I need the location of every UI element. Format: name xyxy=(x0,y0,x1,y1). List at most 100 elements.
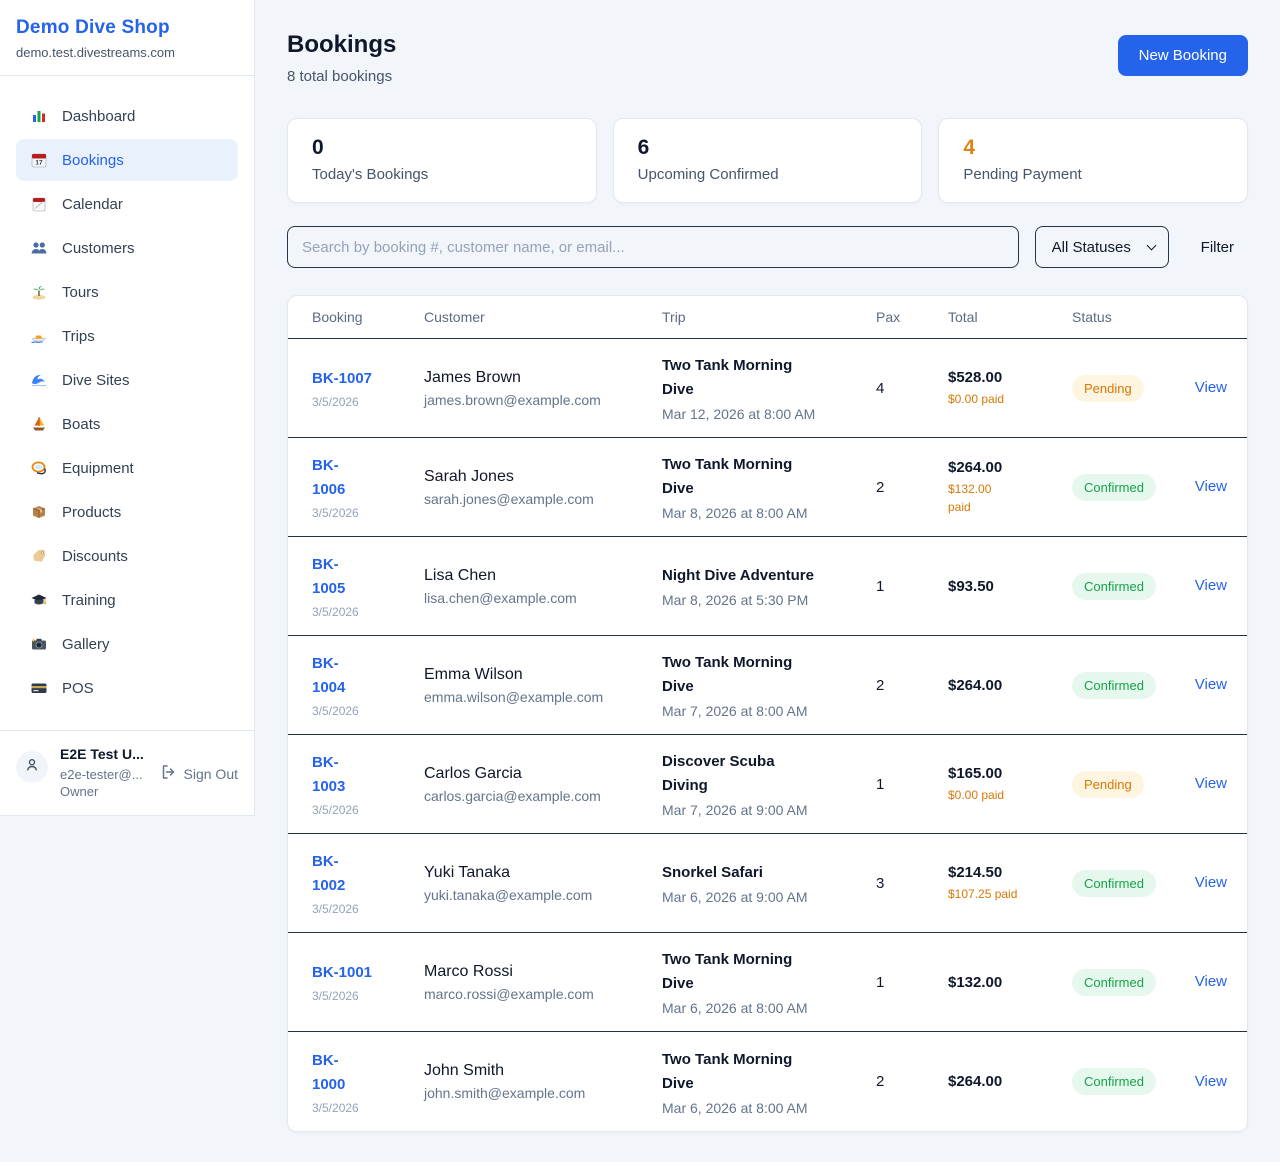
sidebar-item-calendar[interactable]: Calendar xyxy=(16,183,238,225)
trip-name: Snorkel Safari xyxy=(662,864,763,881)
sidebar-item-trips[interactable]: Trips xyxy=(16,315,238,357)
sidebar-item-products[interactable]: Products xyxy=(16,491,238,533)
col-header-trip: Trip xyxy=(662,309,686,325)
sidebar-item-boats[interactable]: Boats xyxy=(16,403,238,445)
trip-datetime: Mar 6, 2026 at 8:00 AM xyxy=(662,1000,808,1016)
table-row: BK- 1002 3/5/2026 Yuki Tanaka yuki.tanak… xyxy=(288,834,1247,933)
stats-row: 0 Today's Bookings 6 Upcoming Confirmed … xyxy=(287,118,1249,203)
sidebar-item-equipment[interactable]: Equipment xyxy=(16,447,238,489)
sidebar-item-label: Equipment xyxy=(62,459,134,477)
view-link[interactable]: View xyxy=(1194,874,1227,891)
view-link[interactable]: View xyxy=(1194,379,1227,396)
total-amount: $264.00 xyxy=(948,676,1003,694)
stat-label: Pending Payment xyxy=(963,166,1082,183)
booking-id-link[interactable]: BK- 1003 xyxy=(312,754,346,795)
booking-id-link[interactable]: BK- 1004 xyxy=(312,655,346,696)
table-header-row: Booking Customer Trip Pax Total Status xyxy=(288,296,1247,339)
booking-id-link[interactable]: BK-1007 xyxy=(312,370,373,387)
tag-icon xyxy=(29,547,49,565)
calendar-date-icon: 17 xyxy=(29,151,49,169)
sidebar-item-gallery[interactable]: Gallery xyxy=(16,623,238,665)
person-icon xyxy=(24,757,40,778)
booking-id-link[interactable]: BK-1001 xyxy=(312,964,373,981)
sidebar-item-dive-sites[interactable]: Dive Sites xyxy=(16,359,238,401)
wave-icon xyxy=(29,371,49,389)
sidebar-item-tours[interactable]: Tours xyxy=(16,271,238,313)
app-root: Demo Dive Shop demo.test.divestreams.com… xyxy=(0,0,1249,1132)
trip-datetime: Mar 7, 2026 at 8:00 AM xyxy=(662,703,808,719)
sign-out-icon xyxy=(160,764,177,783)
view-link[interactable]: View xyxy=(1194,1072,1227,1090)
paid-amount: $107.25 paid xyxy=(948,886,1018,901)
status-filter-select[interactable]: All Statuses xyxy=(1034,226,1169,268)
paid-amount: $0.00 paid xyxy=(948,391,1005,406)
stat-label: Today's Bookings xyxy=(312,166,429,183)
sidebar-item-label: Training xyxy=(62,591,116,609)
total-amount: $165.00 xyxy=(948,764,1003,782)
sidebar-item-pos[interactable]: POS xyxy=(16,667,238,709)
trip-datetime: Mar 6, 2026 at 9:00 AM xyxy=(662,889,808,905)
table-row: BK- 1000 3/5/2026 John Smith john.smith@… xyxy=(288,1032,1247,1131)
search-input[interactable] xyxy=(287,226,1019,268)
trip-datetime: Mar 6, 2026 at 8:00 AM xyxy=(662,1099,808,1116)
user-avatar xyxy=(16,751,48,783)
sign-out-button[interactable]: Sign Out xyxy=(160,764,238,783)
trip-name: Two Tank Morning Dive xyxy=(662,456,793,497)
credit-card-icon xyxy=(29,679,49,697)
stat-card: 6 Upcoming Confirmed xyxy=(612,118,923,203)
view-link[interactable]: View xyxy=(1194,478,1227,495)
total-amount: $132.00 xyxy=(948,973,1003,991)
booking-id-link[interactable]: BK- 1000 xyxy=(312,1051,346,1093)
sidebar-item-label: Trips xyxy=(62,327,95,345)
tear-off-calendar-icon xyxy=(29,195,49,213)
trip-name: Two Tank Morning Dive xyxy=(662,951,793,992)
pax-count: 2 xyxy=(876,676,885,694)
booking-id-link[interactable]: BK- 1005 xyxy=(312,556,346,597)
pax-count: 1 xyxy=(876,973,885,991)
booking-id-link[interactable]: BK- 1006 xyxy=(312,457,346,498)
sidebar-item-dashboard[interactable]: Dashboard xyxy=(16,95,238,137)
customer-email: james.brown@example.com xyxy=(424,391,601,408)
stat-value: 4 xyxy=(963,136,976,159)
sidebar-item-customers[interactable]: Customers xyxy=(16,227,238,269)
status-badge: Confirmed xyxy=(1072,473,1156,501)
pax-count: 1 xyxy=(876,775,885,793)
sidebar-item-label: Boats xyxy=(62,415,101,433)
brand: Demo Dive Shop demo.test.divestreams.com xyxy=(0,0,254,75)
filter-label: Filter xyxy=(1200,238,1234,256)
dive-mask-icon xyxy=(29,459,49,477)
user-name: E2E Test U... xyxy=(60,746,144,762)
sidebar-item-label: Customers xyxy=(62,239,135,257)
view-link[interactable]: View xyxy=(1194,577,1227,594)
shop-name: Demo Dive Shop xyxy=(16,17,170,38)
col-header-pax: Pax xyxy=(876,309,901,325)
sidebar-item-discounts[interactable]: Discounts xyxy=(16,535,238,577)
status-badge: Confirmed xyxy=(1072,671,1156,699)
sidebar-item-training[interactable]: Training xyxy=(16,579,238,621)
page-header: Bookings 8 total bookings New Booking xyxy=(287,31,1248,85)
total-amount: $528.00 xyxy=(948,368,1003,386)
view-link[interactable]: View xyxy=(1194,676,1227,693)
booking-id-link[interactable]: BK- 1002 xyxy=(312,853,346,894)
customer-email: marco.rossi@example.com xyxy=(424,985,594,1002)
customer-name: John Smith xyxy=(424,1062,505,1079)
pax-count: 1 xyxy=(876,577,885,595)
sidebar-item-bookings[interactable]: 17 Bookings xyxy=(16,139,238,181)
booking-date: 3/5/2026 xyxy=(312,704,359,718)
status-badge: Pending xyxy=(1072,374,1144,402)
new-booking-button[interactable]: New Booking xyxy=(1117,35,1248,76)
trip-datetime: Mar 8, 2026 at 5:30 PM xyxy=(662,592,809,608)
trip-name: Night Dive Adventure xyxy=(662,567,814,584)
shop-domain: demo.test.divestreams.com xyxy=(16,45,175,60)
table-row: BK- 1006 3/5/2026 Sarah Jones sarah.jone… xyxy=(288,438,1247,537)
speedboat-icon xyxy=(29,327,49,345)
trip-name: Two Tank Morning Dive xyxy=(662,1050,793,1092)
sidebar-item-label: Bookings xyxy=(62,151,124,169)
view-link[interactable]: View xyxy=(1194,775,1227,792)
booking-date: 3/5/2026 xyxy=(312,902,359,916)
stat-card: 0 Today's Bookings xyxy=(287,118,597,203)
paid-amount: $0.00 paid xyxy=(948,787,1005,802)
user-email: e2e-tester@... xyxy=(60,766,143,782)
sidebar-item-label: Products xyxy=(62,503,122,521)
view-link[interactable]: View xyxy=(1194,973,1227,990)
